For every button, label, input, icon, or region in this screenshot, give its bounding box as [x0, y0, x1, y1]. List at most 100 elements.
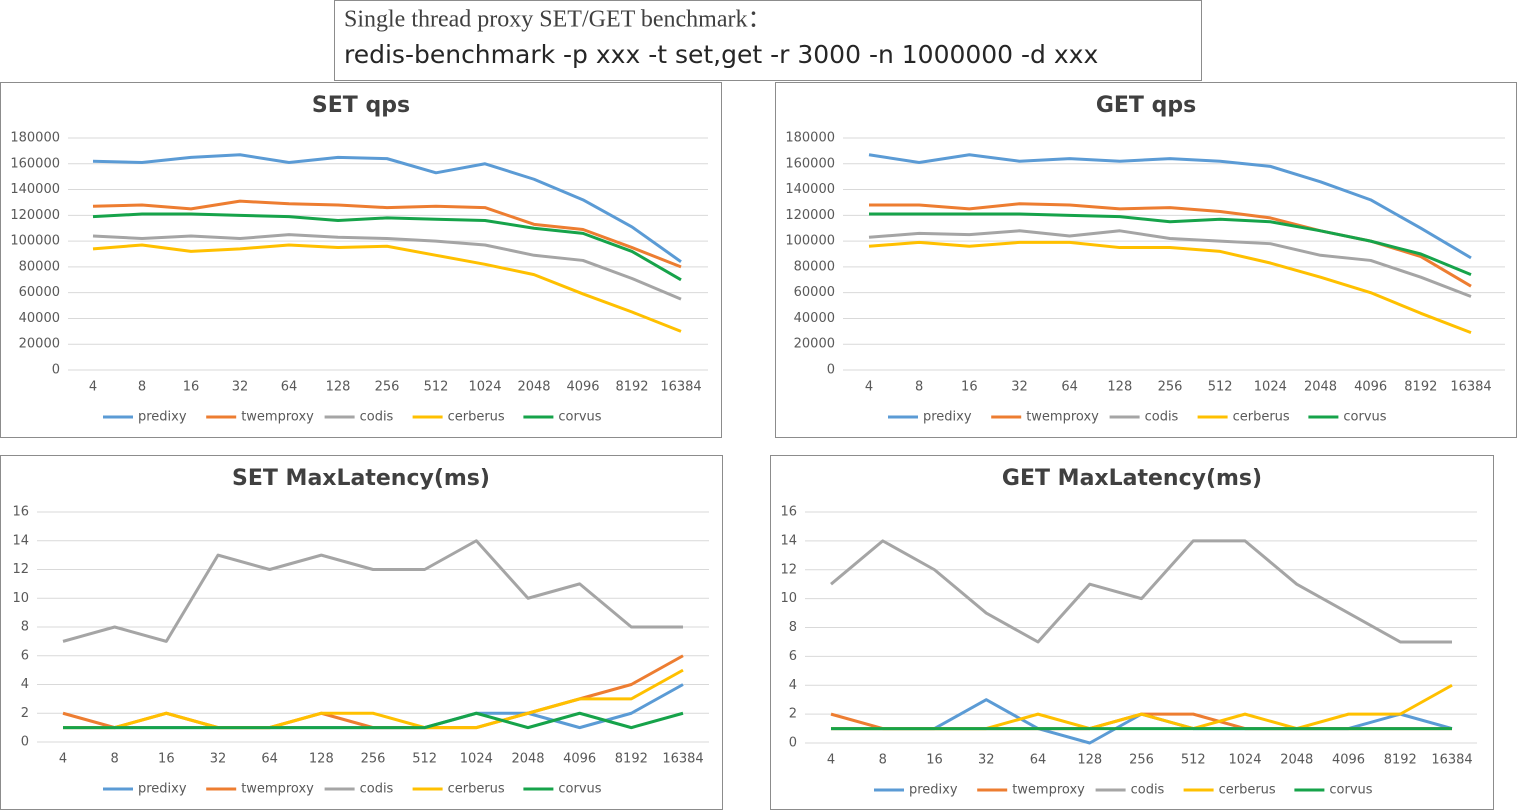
y-tick-label: 2 — [21, 706, 29, 721]
x-tick-label: 256 — [361, 752, 386, 767]
x-tick-label: 8192 — [1384, 753, 1417, 768]
legend-label: predixy — [138, 782, 187, 797]
legend-label: cerberus — [1219, 783, 1276, 798]
series-line — [63, 668, 684, 730]
y-tick-label: 120000 — [785, 208, 835, 223]
legend-label: corvus — [1343, 410, 1386, 425]
x-tick-label: 128 — [1107, 380, 1132, 395]
legend-label: twemproxy — [241, 782, 314, 797]
x-tick-label: 4 — [865, 380, 873, 395]
x-tick-label: 64 — [281, 380, 298, 395]
x-tick-label: 4 — [827, 753, 835, 768]
y-tick-label: 180000 — [10, 131, 60, 146]
y-tick-label: 10 — [780, 591, 797, 606]
x-tick-label: 4096 — [563, 752, 596, 767]
chart-title: GET MaxLatency(ms) — [1002, 466, 1262, 491]
y-tick-label: 20000 — [794, 337, 835, 352]
x-tick-label: 128 — [326, 380, 351, 395]
series-line — [63, 711, 684, 730]
legend-label: codis — [360, 410, 394, 425]
y-tick-label: 0 — [789, 736, 797, 751]
x-tick-label: 256 — [1158, 380, 1183, 395]
chart-title: SET qps — [312, 93, 410, 118]
x-tick-label: 8 — [915, 380, 923, 395]
x-tick-label: 16384 — [662, 752, 703, 767]
x-tick-label: 512 — [1181, 753, 1206, 768]
series-line — [62, 539, 683, 643]
x-tick-label: 1024 — [460, 752, 493, 767]
x-tick-label: 16 — [158, 752, 175, 767]
x-tick-label: 256 — [375, 380, 400, 395]
y-tick-label: 4 — [789, 678, 797, 693]
chart-box — [775, 82, 1517, 438]
legend-label: cerberus — [448, 410, 505, 425]
legend-label: predixy — [909, 783, 958, 798]
y-tick-label: 6 — [789, 649, 797, 664]
x-tick-label: 8 — [138, 380, 146, 395]
series-line — [868, 240, 1472, 335]
y-tick-label: 14 — [12, 533, 29, 548]
y-tick-label: 160000 — [10, 156, 60, 171]
y-tick-label: 40000 — [794, 311, 835, 326]
y-tick-label: 80000 — [794, 259, 835, 274]
y-tick-label: 160000 — [785, 156, 835, 171]
legend-label: twemproxy — [241, 410, 314, 425]
y-tick-label: 140000 — [10, 182, 60, 197]
y-tick-label: 20000 — [19, 337, 60, 352]
series-line — [868, 229, 1472, 298]
legend-label: corvus — [1329, 783, 1372, 798]
y-tick-label: 2 — [789, 707, 797, 722]
y-tick-label: 12 — [780, 562, 797, 577]
x-tick-label: 64 — [261, 752, 278, 767]
series-line — [869, 212, 1472, 277]
chart-box — [770, 455, 1494, 810]
legend-label: twemproxy — [1026, 410, 1099, 425]
series-line — [868, 153, 1472, 260]
series-line — [830, 539, 1452, 644]
x-tick-label: 16 — [961, 380, 978, 395]
legend-label: cerberus — [448, 782, 505, 797]
y-tick-label: 8 — [789, 620, 797, 635]
x-tick-label: 128 — [1077, 753, 1102, 768]
x-tick-label: 1024 — [1254, 380, 1287, 395]
series-line — [92, 243, 682, 333]
series-line — [92, 233, 682, 301]
series-line — [92, 212, 682, 282]
y-tick-label: 8 — [21, 620, 29, 635]
x-tick-label: 8 — [111, 752, 119, 767]
y-tick-label: 40000 — [19, 311, 60, 326]
x-tick-label: 32 — [1011, 380, 1028, 395]
x-tick-label: 2048 — [1304, 380, 1337, 395]
x-tick-label: 8192 — [1404, 380, 1437, 395]
header-line1: Single thread proxy SET/GET benchmark： — [344, 7, 771, 33]
x-tick-label: 1024 — [468, 380, 501, 395]
y-tick-label: 6 — [21, 648, 29, 663]
y-tick-label: 100000 — [10, 234, 60, 249]
header-box — [334, 0, 1202, 81]
series-line — [92, 199, 682, 269]
x-tick-label: 2048 — [1280, 753, 1313, 768]
y-tick-label: 10 — [12, 591, 29, 606]
y-tick-label: 16 — [780, 505, 797, 520]
x-tick-label: 4096 — [566, 380, 599, 395]
x-tick-label: 64 — [1061, 380, 1078, 395]
x-tick-label: 16384 — [1431, 753, 1472, 768]
x-tick-label: 4 — [89, 380, 97, 395]
chart-box — [0, 455, 723, 810]
x-tick-label: 8192 — [615, 752, 648, 767]
x-tick-label: 2048 — [511, 752, 544, 767]
legend-label: predixy — [138, 410, 187, 425]
x-tick-label: 512 — [1208, 380, 1233, 395]
series-line — [92, 153, 682, 263]
y-tick-label: 0 — [827, 363, 835, 378]
x-tick-label: 256 — [1129, 753, 1154, 768]
x-tick-label: 32 — [232, 380, 249, 395]
y-tick-label: 120000 — [10, 208, 60, 223]
x-tick-label: 16384 — [1450, 380, 1491, 395]
legend-label: corvus — [558, 410, 601, 425]
y-tick-label: 60000 — [794, 285, 835, 300]
legend-label: corvus — [558, 782, 601, 797]
x-tick-label: 2048 — [517, 380, 550, 395]
x-tick-label: 4096 — [1332, 753, 1365, 768]
y-tick-label: 12 — [12, 562, 29, 577]
